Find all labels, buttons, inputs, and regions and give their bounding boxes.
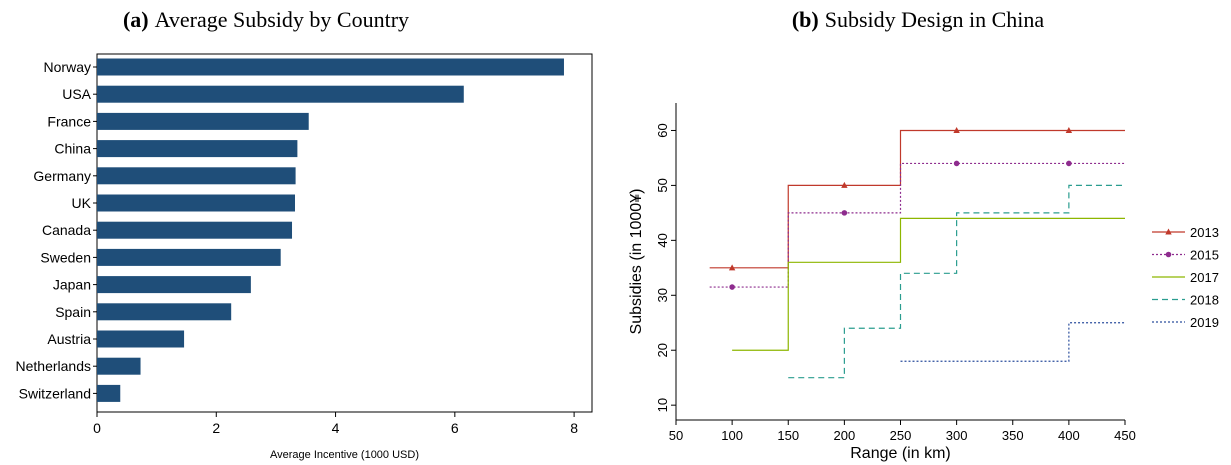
series-2017 [732,217,1125,351]
panel-a-x-axis-label: Average Incentive (1000 USD) [270,449,419,461]
panel-b-legend: 2013 2015 2017 2018 2019 [1152,225,1219,330]
legend-label: 2019 [1190,315,1219,330]
bar-austria [97,330,185,348]
category-label: Sweden [40,249,91,265]
legend-item-2013: 2013 [1152,225,1219,240]
panel-b-title-prefix: (b) [792,7,819,32]
panel-a-category-labels: Norway USA France China Germany UK Canada Swede… [16,59,97,401]
y-tick-label: 60 [655,123,670,137]
marker-2015 [841,210,848,216]
category-label: Austria [47,331,91,347]
x-tick-label: 50 [669,428,683,443]
panel-b-y-axis-label: Subsidies (in 1000¥) [628,189,645,335]
bar-netherlands [97,357,141,375]
panel-a-title-text: Average Subsidy by Country [155,7,409,32]
series-line-2019 [900,322,1125,362]
bar-usa [97,85,464,103]
category-label: Canada [42,222,91,238]
category-label: Netherlands [16,358,92,374]
y-tick-label: 50 [655,178,670,192]
category-label: Germany [33,168,91,184]
x-tick-label: 450 [1114,428,1136,443]
bar-canada [97,221,293,239]
x-tick-label: 100 [721,428,743,443]
legend-marker [1165,251,1172,258]
x-tick-label: 300 [946,428,968,443]
legend-item-2019: 2019 [1152,315,1219,330]
bar-japan [97,276,251,294]
bar-uk [97,194,295,212]
x-tick-label: 8 [570,420,578,436]
bar-switzerland [97,384,121,402]
marker-2015 [953,160,960,167]
panel-a-bars [97,58,564,402]
marker-2013 [841,181,848,188]
bar-norway [97,58,564,76]
series-2018 [788,184,1125,379]
category-label: UK [72,195,92,211]
x-tick-label: 6 [451,420,459,436]
panel-a-bar-chart: Norway USA France China Germany UK Canada Swede… [16,53,593,461]
legend-item-2017: 2017 [1152,270,1219,285]
panel-b-x-ticks: 50 100 150 200 250 300 350 400 450 [669,420,1136,443]
marker-2015 [729,284,735,290]
x-tick-label: 2 [212,420,220,436]
bar-france [97,112,309,130]
legend-item-2015: 2015 [1152,248,1219,263]
category-label: Japan [53,277,91,293]
x-tick-label: 350 [1002,428,1024,443]
x-tick-label: 250 [890,428,912,443]
marker-2013 [1065,126,1073,133]
category-label: USA [62,86,91,102]
series-line-2015 [709,162,1125,288]
legend-marker [1165,228,1172,235]
panel-b-y-ticks: 10 20 30 40 50 60 [655,123,676,412]
bar-sweden [97,248,281,266]
series-line-2018 [788,184,1125,379]
panel-b-title-text: Subsidy Design in China [825,7,1045,32]
y-tick-label: 30 [655,288,670,302]
panel-b-step-chart: 50 100 150 200 250 300 350 400 450 102030405060 … [628,103,1219,462]
legend-label: 2015 [1190,248,1219,263]
marker-2015 [1066,160,1072,167]
series-line-2013 [709,129,1125,269]
series-2019 [900,322,1125,362]
legend-label: 2018 [1190,293,1219,308]
panel-a-x-ticks: 0 2 4 6 8 [93,412,578,436]
bar-germany [97,167,296,185]
panel-b-series [709,126,1125,379]
x-tick-label: 200 [834,428,856,443]
y-tick-label: 10 [655,398,670,412]
panel-b-title: (b) Subsidy Design in China [792,7,1045,32]
legend-label: 2017 [1190,270,1219,285]
category-label: Switzerland [19,385,91,401]
series-2013 [709,126,1125,271]
x-tick-label: 400 [1058,428,1080,443]
category-label: Spain [55,304,91,320]
category-label: Norway [44,59,91,75]
category-label: China [54,141,91,157]
category-label: France [47,113,91,129]
x-tick-label: 150 [777,428,799,443]
legend-item-2018: 2018 [1152,293,1219,308]
x-tick-label: 4 [332,420,340,436]
marker-2013 [728,264,736,271]
panel-a-title-prefix: (a) [123,7,149,32]
series-line-2017 [732,217,1125,351]
panel-a-title: (a) Average Subsidy by Country [123,7,409,32]
panel-b-x-axis-label: Range (in km) [850,445,950,462]
bar-spain [97,303,232,321]
marker-2013 [953,126,960,133]
x-tick-label: 0 [93,420,101,436]
legend-label: 2013 [1190,225,1219,240]
y-tick-label: 20 [655,343,670,357]
series-2015 [709,160,1125,290]
bar-china [97,140,298,158]
y-tick-label: 40 [655,233,670,247]
